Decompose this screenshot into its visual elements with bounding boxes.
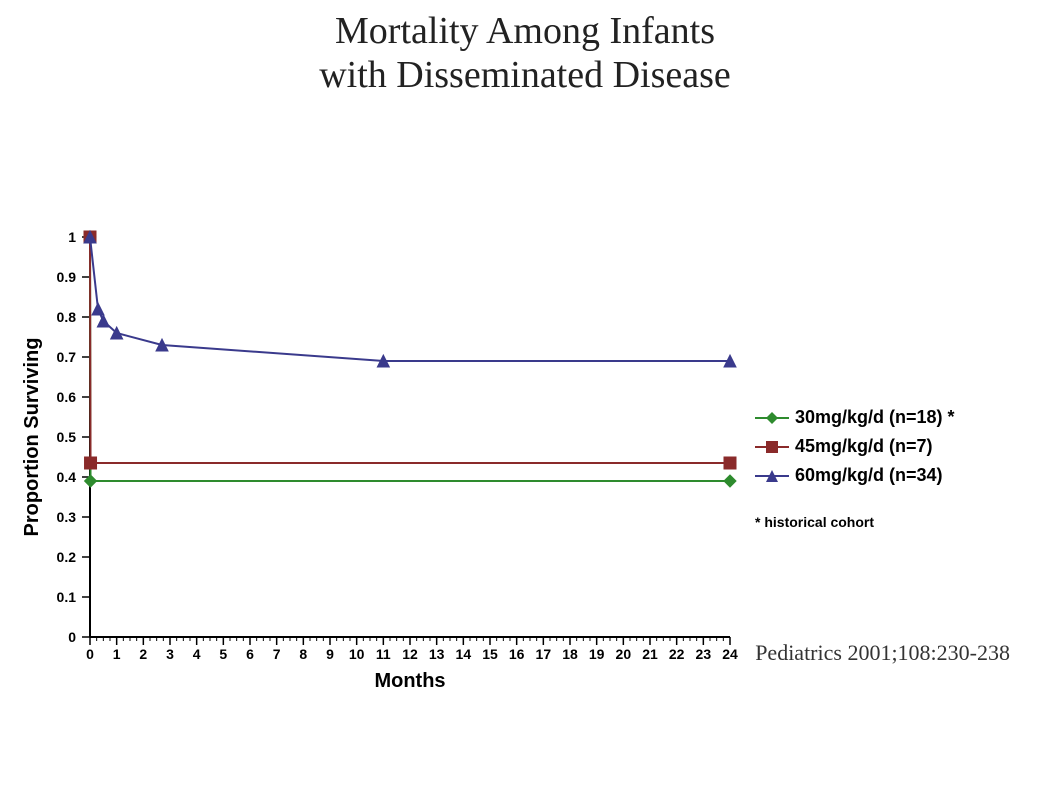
legend-label: 30mg/kg/d (n=18) * xyxy=(795,407,955,428)
citation: Pediatrics 2001;108:230-238 xyxy=(755,640,1010,666)
svg-text:1: 1 xyxy=(68,229,76,245)
chart-title-line2: with Disseminated Disease xyxy=(0,54,1050,98)
citation-text: Pediatrics 2001;108:230-238 xyxy=(755,640,1010,665)
series-s45 xyxy=(84,231,736,469)
svg-text:0.4: 0.4 xyxy=(57,469,77,485)
svg-text:9: 9 xyxy=(326,646,334,662)
series-s30 xyxy=(84,231,736,487)
svg-text:0.7: 0.7 xyxy=(57,349,77,365)
svg-text:11: 11 xyxy=(376,646,391,662)
legend-label: 60mg/kg/d (n=34) xyxy=(795,465,943,486)
svg-text:12: 12 xyxy=(402,646,418,662)
svg-text:0.1: 0.1 xyxy=(57,589,77,605)
svg-text:0: 0 xyxy=(68,629,76,645)
legend-item-s30: 30mg/kg/d (n=18) * xyxy=(755,407,955,428)
svg-text:2: 2 xyxy=(139,646,147,662)
triangle-icon xyxy=(755,468,789,484)
svg-text:23: 23 xyxy=(696,646,712,662)
svg-text:0.8: 0.8 xyxy=(57,309,77,325)
x-axis-label: Months xyxy=(374,670,445,692)
svg-text:1: 1 xyxy=(113,646,121,662)
svg-text:0.3: 0.3 xyxy=(57,509,77,525)
legend-item-s60: 60mg/kg/d (n=34) xyxy=(755,465,955,486)
svg-text:4: 4 xyxy=(193,646,201,662)
svg-text:7: 7 xyxy=(273,646,281,662)
svg-text:0.5: 0.5 xyxy=(57,429,77,445)
chart-title-line1: Mortality Among Infants xyxy=(0,10,1050,54)
svg-text:0.2: 0.2 xyxy=(57,549,77,565)
legend: 30mg/kg/d (n=18) * 45mg/kg/d (n=7) 60mg/kg… xyxy=(755,407,955,530)
y-axis-label: Proportion Surviving xyxy=(21,338,43,537)
svg-text:10: 10 xyxy=(349,646,365,662)
legend-label: 45mg/kg/d (n=7) xyxy=(795,436,933,457)
svg-text:0.9: 0.9 xyxy=(57,269,77,285)
svg-text:3: 3 xyxy=(166,646,174,662)
svg-text:6: 6 xyxy=(246,646,254,662)
svg-text:20: 20 xyxy=(616,646,632,662)
svg-text:13: 13 xyxy=(429,646,445,662)
svg-text:14: 14 xyxy=(456,646,472,662)
svg-text:0: 0 xyxy=(86,646,94,662)
svg-text:18: 18 xyxy=(562,646,578,662)
svg-text:21: 21 xyxy=(642,646,658,662)
svg-text:8: 8 xyxy=(299,646,307,662)
svg-text:22: 22 xyxy=(669,646,685,662)
svg-text:16: 16 xyxy=(509,646,525,662)
diamond-icon xyxy=(755,410,789,426)
svg-text:15: 15 xyxy=(482,646,498,662)
chart-title: Mortality Among Infants with Disseminate… xyxy=(0,10,1050,97)
svg-text:17: 17 xyxy=(536,646,552,662)
legend-footnote: * historical cohort xyxy=(755,514,955,530)
svg-text:5: 5 xyxy=(219,646,227,662)
legend-item-s45: 45mg/kg/d (n=7) xyxy=(755,436,955,457)
square-icon xyxy=(755,439,789,455)
svg-text:19: 19 xyxy=(589,646,605,662)
svg-text:0.6: 0.6 xyxy=(57,389,77,405)
series-s60 xyxy=(84,231,736,367)
svg-text:24: 24 xyxy=(722,646,738,662)
